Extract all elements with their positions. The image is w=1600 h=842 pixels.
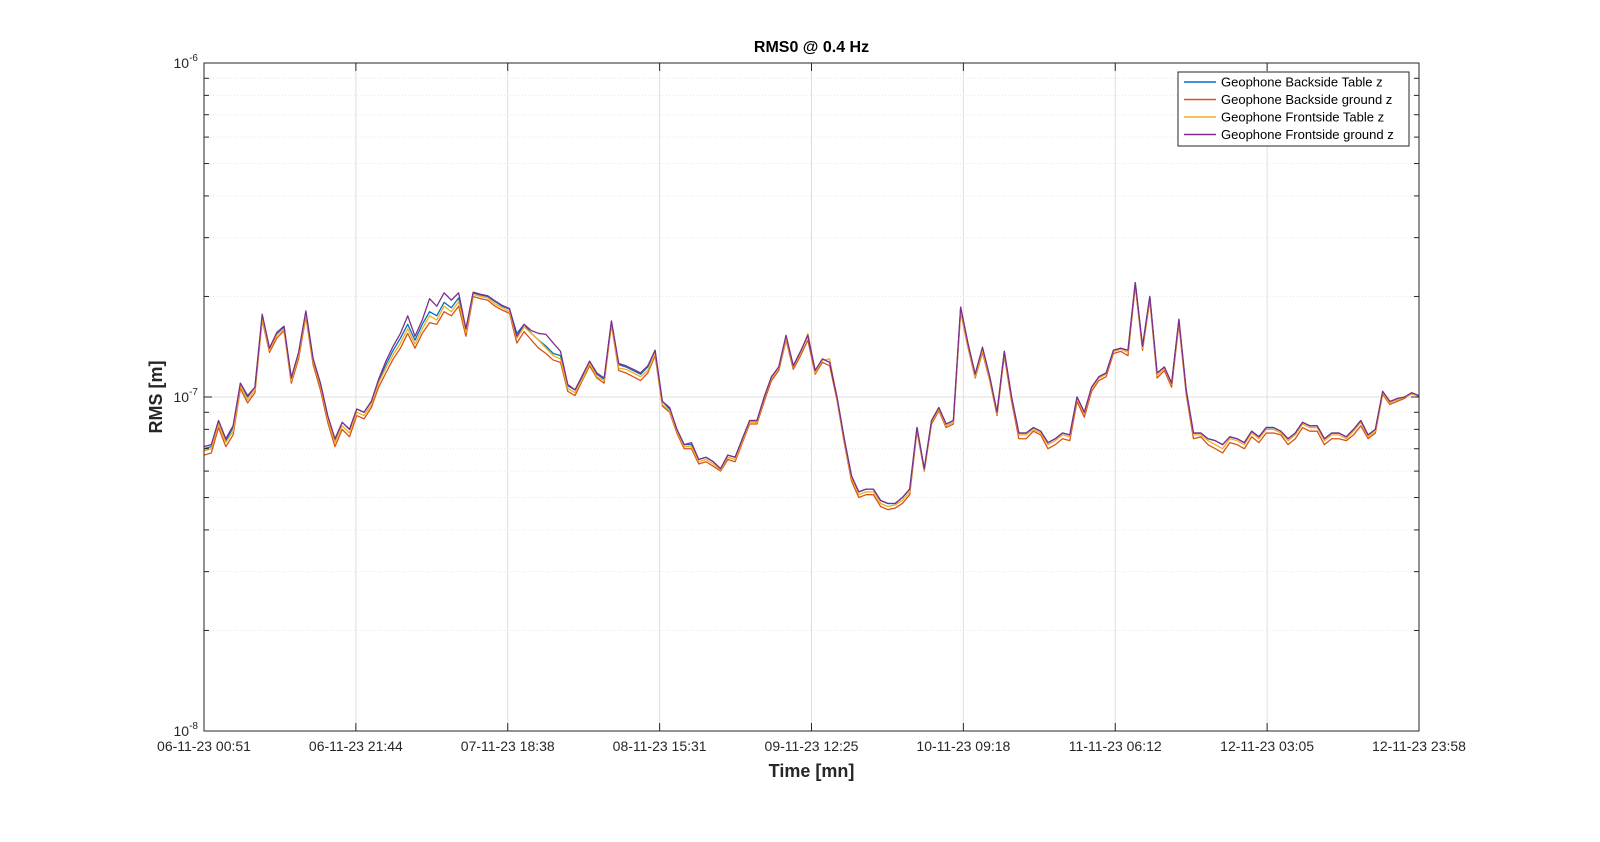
x-tick-label: 12-11-23 03:05 — [1220, 738, 1314, 754]
legend-label: Geophone Frontside Table z — [1221, 110, 1384, 125]
legend: Geophone Backside Table z Geophone Backsi… — [1177, 71, 1410, 147]
series-line-2 — [203, 285, 1420, 511]
legend-label: Geophone Backside Table z — [1221, 75, 1383, 90]
legend-label: Geophone Frontside ground z — [1221, 127, 1394, 142]
y-axis-title: RMS [m] — [146, 361, 166, 434]
x-tick-label: 06-11-23 00:51 — [157, 738, 251, 754]
grid — [204, 63, 1419, 731]
x-tick-label: 12-11-23 23:58 — [1372, 738, 1466, 754]
y-tick-label: 10-7 — [174, 387, 199, 405]
x-axis-title: Time [mn] — [769, 761, 855, 781]
x-tick-label: 07-11-23 18:38 — [461, 738, 555, 754]
series-lines — [203, 281, 1420, 511]
series-line-4 — [203, 281, 1420, 505]
x-tick-label: 06-11-23 21:44 — [309, 738, 403, 754]
x-tick-label: 08-11-23 15:31 — [613, 738, 707, 754]
axis-ticks: 06-11-23 00:51 06-11-23 21:44 07-11-23 18:… — [157, 53, 1466, 754]
x-tick-label: 10-11-23 09:18 — [916, 738, 1010, 754]
x-tick-label: 11-11-23 06:12 — [1069, 738, 1162, 754]
chart-title: RMS0 @ 0.4 Hz — [754, 39, 869, 56]
y-tick-label: 10-6 — [174, 53, 199, 71]
y-tick-label: 10-8 — [174, 721, 199, 739]
legend-label: Geophone Backside ground z — [1221, 92, 1392, 107]
legend-box — [1177, 71, 1410, 147]
x-tick-label: 09-11-23 12:25 — [765, 738, 859, 754]
